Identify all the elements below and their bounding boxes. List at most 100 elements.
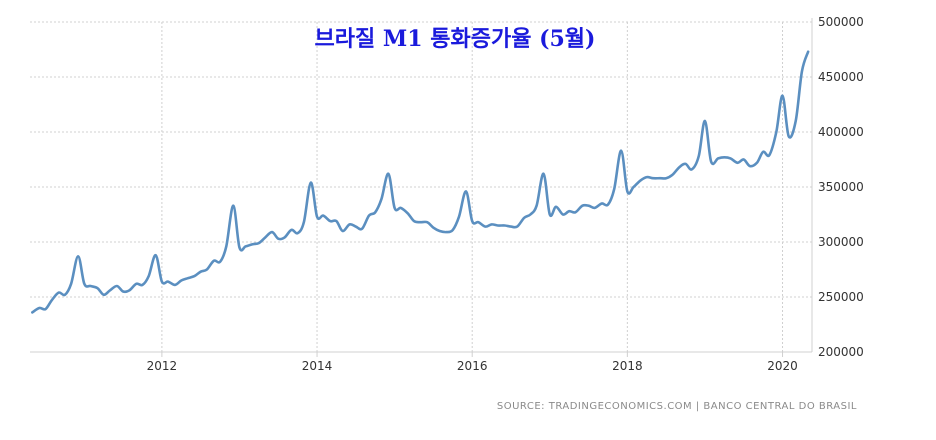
data-point [180,279,182,282]
data-point [193,275,196,277]
data-point [762,151,764,153]
data-point [775,131,777,133]
data-point [83,283,85,285]
data-point [678,166,680,168]
data-point [349,223,351,225]
data-point [258,242,260,244]
data-point [135,283,137,285]
data-point [581,205,583,207]
data-point [484,226,486,228]
source-attribution: SOURCE: TRADINGECONOMICS.COM | BANCO CEN… [497,401,857,412]
data-point [723,156,725,158]
data-point [186,277,189,279]
data-point [691,168,693,170]
x-tick-label: 2014 [302,359,333,373]
data-point [671,174,673,176]
data-point [70,283,72,285]
y-tick-label: 200000 [818,345,864,359]
y-tick-label: 400000 [818,125,864,139]
data-point [277,238,279,240]
data-point [58,292,60,294]
data-point [303,221,305,223]
x-tick-label: 2020 [767,359,798,373]
data-point [684,163,687,165]
data-point [632,186,635,188]
data-point [232,205,234,207]
data-point [555,206,557,208]
data-point [432,227,435,229]
data-point [801,70,803,73]
data-point [743,158,745,161]
data-point [626,190,628,192]
data-point [387,173,390,175]
y-tick-label: 450000 [818,70,864,84]
data-point [568,210,570,212]
y-tick-label: 300000 [818,235,864,249]
data-point [283,237,286,239]
data-point [729,157,732,159]
data-point [639,179,642,181]
data-point [601,202,603,205]
data-point [613,188,615,190]
data-point [749,165,751,167]
x-tick-label: 2018 [612,359,643,373]
data-point [587,205,590,207]
data-point [213,260,215,262]
data-point [535,205,538,207]
data-point [542,173,545,175]
data-point [342,230,344,232]
data-point [452,229,454,231]
data-point [322,215,324,217]
data-point [271,231,273,233]
series-layer [31,50,810,314]
data-point [380,198,383,200]
data-point [620,150,622,152]
x-tick-label: 2012 [147,359,178,373]
data-point [200,271,202,273]
data-point [497,224,499,227]
data-point [400,207,402,209]
data-point [471,220,473,222]
data-point [419,221,421,223]
data-point [426,221,428,223]
data-point [736,162,739,164]
data-point [704,120,706,122]
data-point [161,281,163,283]
data-point [698,155,700,157]
data-point [795,120,797,122]
data-point [710,161,712,163]
data-point [141,284,144,286]
data-point [89,285,92,287]
data-point [128,289,130,291]
data-point [659,177,661,179]
data-point [465,190,467,192]
data-point [394,207,396,209]
data-point [458,216,460,218]
data-point [529,213,531,216]
data-point [122,290,124,293]
y-tick-label: 500000 [818,15,864,29]
data-point [329,220,331,222]
data-point [562,213,564,216]
data-point [756,162,758,164]
y-tick-label: 250000 [818,290,864,304]
grid [30,21,812,352]
data-point [361,228,363,230]
data-point [491,223,493,225]
data-point [549,213,551,216]
data-point [368,215,370,217]
data-point [355,226,357,228]
data-point [155,254,157,256]
data-point [781,95,784,97]
data-point [310,182,312,184]
data-point [103,294,105,296]
data-point [109,289,111,291]
data-point [717,157,719,159]
data-point [407,212,409,214]
data-point [31,311,33,313]
data-point [652,177,654,179]
data-point [167,281,169,283]
data-point [96,287,99,289]
data-point [574,211,576,213]
data-point [148,275,150,277]
